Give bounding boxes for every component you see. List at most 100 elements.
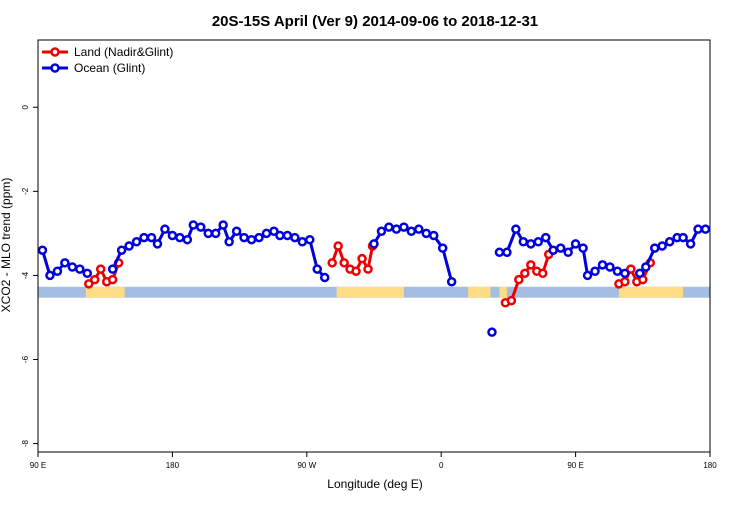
land-point-1-1 (333, 241, 343, 251)
land-point-0-0 (84, 279, 94, 289)
land-point-0-2 (95, 264, 106, 274)
ocean-point-2-3 (391, 224, 402, 234)
ocean-point-1-16 (224, 237, 234, 247)
ocean-point-1-7 (160, 224, 170, 234)
ocean-point-4-0 (494, 247, 505, 258)
ocean-point-4-10 (570, 239, 581, 249)
ocean-point-1-23 (275, 230, 285, 241)
x-tick-label-1: 180 (166, 461, 180, 470)
y-tick-label-2: -4 (21, 271, 30, 279)
ocean-point-1-17 (231, 226, 242, 237)
ocean-point-2-9 (437, 243, 448, 253)
ocean-point-4-15 (605, 262, 615, 272)
ocean-point-5-6 (678, 232, 688, 243)
x-tick-label-3: 0 (439, 461, 444, 470)
land-band-2 (468, 286, 491, 298)
ocean-point-4-7 (548, 245, 558, 255)
legend-label-land: Land (Nadir&Glint) (74, 45, 173, 59)
ocean-point-1-6 (152, 239, 163, 249)
land-point-2-4 (526, 260, 536, 270)
ocean-point-4-6 (540, 232, 551, 243)
y-tick-label-3: -6 (21, 355, 30, 363)
y-tick-label-4: -8 (21, 439, 30, 447)
ocean-point-1-4 (139, 232, 149, 243)
legend-label-ocean: Ocean (Glint) (74, 61, 145, 75)
x-axis-label: Longitude (deg E) (327, 477, 422, 491)
ocean-point-1-2 (124, 241, 134, 251)
land-band-1 (336, 286, 404, 298)
ocean-point-4-11 (578, 243, 588, 253)
y-tick-label-0: 0 (21, 104, 30, 109)
x-tick-label-5: 180 (703, 461, 717, 470)
ocean-point-1-25 (290, 232, 300, 243)
ocean-point-1-18 (239, 232, 249, 243)
ocean-point-1-26 (297, 237, 308, 247)
ocean-point-4-4 (526, 239, 536, 249)
ocean-point-4-1 (502, 247, 512, 258)
ocean-point-5-1 (641, 262, 651, 272)
land-point-1-6 (363, 264, 373, 274)
y-axis-label: XCO2 - MLO trend (ppm) (0, 178, 13, 313)
ocean-point-2-7 (421, 228, 432, 239)
ocean-point-4-12 (582, 270, 593, 281)
series-layer (37, 220, 711, 337)
ocean-point-0-1 (45, 270, 55, 281)
land-point-1-2 (339, 258, 349, 268)
ocean-point-3-0 (487, 327, 497, 337)
ocean-point-4-5 (533, 237, 544, 247)
land-point-2-1 (506, 295, 517, 306)
land-point-2-2 (514, 274, 524, 285)
ocean-point-2-5 (406, 226, 417, 237)
ocean-point-1-27 (305, 234, 315, 245)
land-band-4 (618, 286, 684, 298)
land-band-3 (499, 286, 507, 298)
ocean-point-5-2 (649, 243, 660, 253)
ocean-point-4-8 (555, 243, 566, 253)
ocean-point-4-2 (511, 224, 521, 234)
ocean-point-2-4 (399, 222, 409, 232)
ocean-point-5-7 (685, 239, 696, 249)
land-point-1-5 (357, 253, 367, 264)
ocean-point-0-4 (67, 262, 78, 272)
ocean-point-1-1 (116, 245, 127, 255)
ocean-point-1-10 (182, 234, 193, 245)
land-band-0 (85, 286, 125, 298)
ocean-point-1-21 (261, 228, 272, 239)
ocean-point-1-12 (196, 222, 206, 232)
land-point-1-4 (351, 266, 361, 276)
ocean-point-2-1 (376, 226, 387, 237)
ocean-point-1-29 (319, 272, 330, 283)
ocean-point-1-24 (282, 230, 293, 241)
ocean-point-4-17 (620, 268, 630, 279)
ocean-point-0-5 (75, 264, 85, 274)
ocean-point-2-0 (369, 239, 379, 249)
ocean-point-4-9 (563, 247, 573, 258)
land-point-2-6 (537, 268, 548, 279)
ocean-point-0-6 (82, 268, 93, 279)
ocean-point-5-9 (700, 224, 711, 234)
land-point-3-2 (626, 264, 636, 274)
ocean-point-1-20 (254, 232, 264, 243)
ocean-point-1-15 (218, 220, 228, 230)
ocean-point-2-2 (384, 222, 394, 232)
band-layer (38, 286, 710, 298)
y-tick-label-1: -2 (21, 187, 30, 195)
legend-marker-land (50, 47, 60, 57)
ocean-point-4-3 (518, 237, 529, 247)
ocean-point-5-3 (657, 241, 667, 251)
ocean-point-5-8 (693, 224, 703, 234)
ocean-point-1-3 (131, 237, 142, 247)
ocean-point-1-19 (246, 234, 257, 245)
ocean-point-1-0 (107, 264, 118, 274)
legend: Land (Nadir&Glint) Ocean (Glint) (42, 45, 173, 75)
ocean-point-1-14 (210, 228, 221, 239)
ocean-point-5-4 (664, 237, 675, 247)
ocean-point-1-11 (188, 220, 199, 230)
land-point-1-0 (327, 258, 337, 268)
land-point-3-1 (620, 276, 630, 287)
legend-marker-ocean (50, 63, 60, 73)
ocean-point-1-22 (269, 226, 279, 237)
ocean-point-4-13 (590, 266, 600, 276)
